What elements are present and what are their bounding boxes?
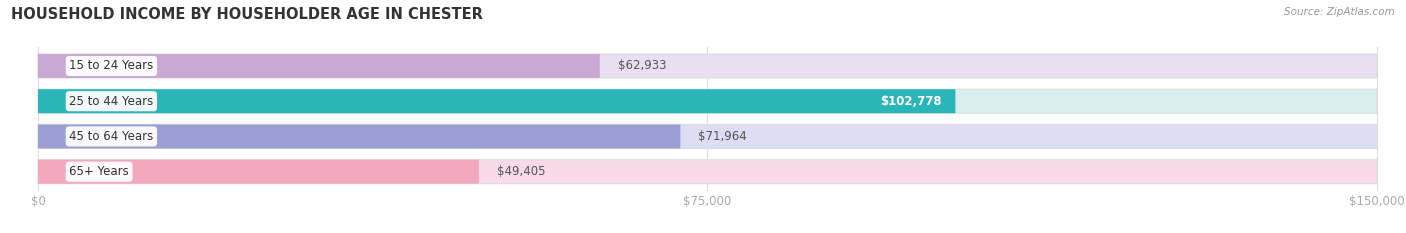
- Text: $49,405: $49,405: [496, 165, 546, 178]
- Text: $71,964: $71,964: [699, 130, 747, 143]
- Text: HOUSEHOLD INCOME BY HOUSEHOLDER AGE IN CHESTER: HOUSEHOLD INCOME BY HOUSEHOLDER AGE IN C…: [11, 7, 484, 22]
- FancyBboxPatch shape: [38, 160, 479, 184]
- FancyBboxPatch shape: [38, 124, 681, 148]
- Text: Source: ZipAtlas.com: Source: ZipAtlas.com: [1284, 7, 1395, 17]
- FancyBboxPatch shape: [38, 89, 1376, 113]
- Text: 15 to 24 Years: 15 to 24 Years: [69, 59, 153, 72]
- Text: 45 to 64 Years: 45 to 64 Years: [69, 130, 153, 143]
- Text: 65+ Years: 65+ Years: [69, 165, 129, 178]
- FancyBboxPatch shape: [38, 54, 1376, 78]
- FancyBboxPatch shape: [38, 54, 600, 78]
- Text: $102,778: $102,778: [880, 95, 942, 108]
- FancyBboxPatch shape: [38, 124, 1376, 148]
- FancyBboxPatch shape: [38, 89, 956, 113]
- Text: $62,933: $62,933: [617, 59, 666, 72]
- FancyBboxPatch shape: [38, 160, 1376, 184]
- Text: 25 to 44 Years: 25 to 44 Years: [69, 95, 153, 108]
